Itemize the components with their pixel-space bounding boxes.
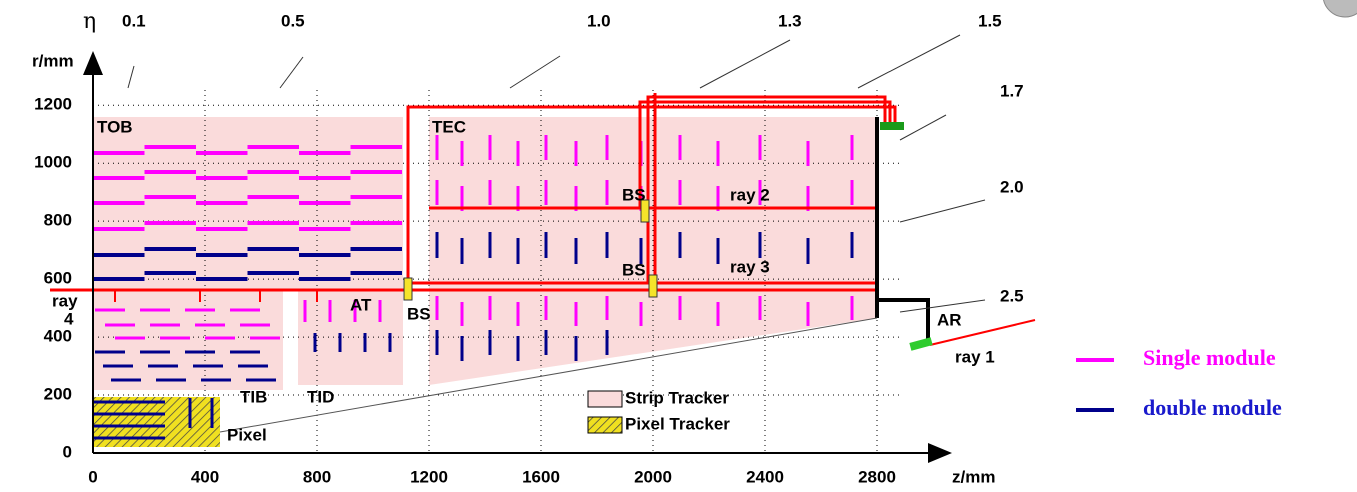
region-label: TOB xyxy=(97,117,133,136)
y-tick-label: 1000 xyxy=(34,153,72,172)
strip-swatch xyxy=(588,391,622,407)
x-tick-label: 2800 xyxy=(858,467,896,486)
eta-label: 1.7 xyxy=(1000,81,1024,100)
x-tick-label: 0 xyxy=(88,467,97,486)
body: {"axes": {"y_label": "r/mm", "x_label": … xyxy=(0,0,1357,492)
x-tick-label: 800 xyxy=(303,467,331,486)
y-tick-label: 200 xyxy=(44,385,72,404)
eta-label: 2.0 xyxy=(1000,177,1024,196)
bs-label: BS xyxy=(622,185,646,204)
corner-image xyxy=(1323,0,1357,17)
region-label: AT xyxy=(350,295,372,314)
eta-line xyxy=(280,57,303,88)
pixel-swatch xyxy=(588,417,622,433)
diagram: η 0.1 0.5 1.0 1.3 1.5 1.7 2.0 2.5 r/mm z/mm 0 200 400… xyxy=(0,0,1357,492)
y-tick-label: 600 xyxy=(44,269,72,288)
region-label: TIB xyxy=(240,387,267,406)
legend-label: Single module xyxy=(1143,345,1276,370)
eta-line xyxy=(900,115,946,140)
eta-line xyxy=(900,200,985,222)
eta-line xyxy=(128,66,134,88)
ray-label: ray 2 xyxy=(730,185,770,204)
x-tick-label: 1200 xyxy=(410,467,448,486)
eta-symbol: η xyxy=(83,9,96,34)
green-block xyxy=(909,337,932,350)
eta-label: 1.3 xyxy=(778,11,802,30)
eta-line xyxy=(700,40,790,88)
ray-label: ray xyxy=(52,291,78,310)
green-block xyxy=(880,122,904,130)
region-label: TID xyxy=(307,387,334,406)
eta-line xyxy=(858,35,960,88)
eta-label: 2.5 xyxy=(1000,286,1024,305)
region-label: Pixel xyxy=(227,425,267,444)
x-tick-label: 400 xyxy=(191,467,219,486)
legend-label: Pixel Tracker xyxy=(625,414,730,433)
x-tick-label: 2400 xyxy=(746,467,784,486)
page: Tracker layout html, body { margin: 0; p… xyxy=(0,0,1357,492)
y-tick-label: 1200 xyxy=(34,95,72,114)
beam-splitter xyxy=(404,278,412,300)
region-label: TEC xyxy=(432,117,466,136)
x-axis-label: z/mm xyxy=(952,467,995,486)
eta-label: 0.5 xyxy=(281,11,305,30)
y-tick-label: 800 xyxy=(44,211,72,230)
eta-label: 1.5 xyxy=(978,11,1002,30)
legend-label: Strip Tracker xyxy=(625,388,729,407)
bs-label: BS xyxy=(407,304,431,323)
bs-label: BS xyxy=(622,260,646,279)
eta-label: 0.1 xyxy=(122,11,146,30)
legend-label: double module xyxy=(1143,395,1282,420)
x-tick-label: 2000 xyxy=(634,467,672,486)
ray-label: ray 1 xyxy=(955,347,995,366)
ray-label: 4 xyxy=(64,309,74,328)
x-tick-label: 1600 xyxy=(522,467,560,486)
beam-splitter xyxy=(649,275,657,297)
y-axis-label: r/mm xyxy=(32,51,74,70)
eta-label: 1.0 xyxy=(587,11,611,30)
eta-line xyxy=(510,56,560,88)
ar-label: AR xyxy=(937,310,962,329)
ray-label: ray 3 xyxy=(730,257,770,276)
y-tick-label: 0 xyxy=(63,442,72,461)
ar-arm xyxy=(877,300,928,345)
y-tick-label: 400 xyxy=(44,327,72,346)
tib-region xyxy=(93,290,283,390)
